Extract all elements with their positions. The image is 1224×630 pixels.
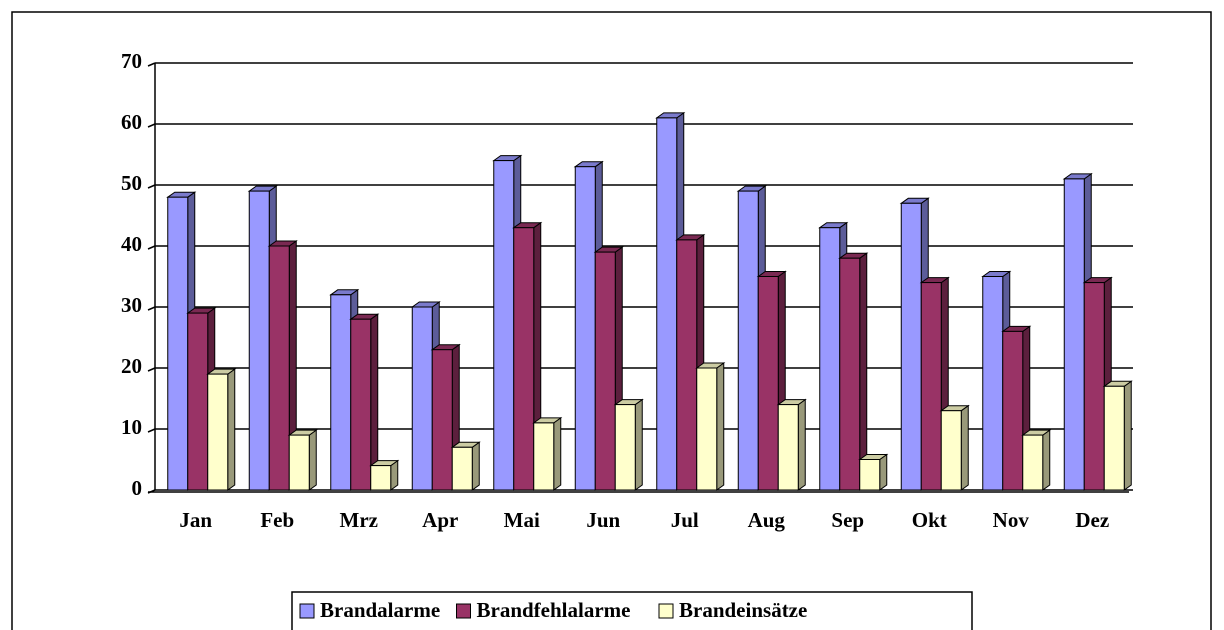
legend-label: Brandalarme <box>320 598 440 622</box>
bar-side <box>716 362 725 491</box>
bar <box>1083 282 1105 491</box>
y-tick <box>147 367 156 372</box>
bar <box>1022 434 1044 491</box>
legend-label: Brandeinsätze <box>679 598 807 622</box>
y-tick <box>147 245 156 250</box>
bar <box>819 227 841 491</box>
bar-side <box>1042 429 1051 491</box>
bar <box>594 251 616 491</box>
bar <box>676 239 698 491</box>
x-tick-label: Nov <box>993 508 1030 532</box>
x-tick-label: Dez <box>1075 508 1109 532</box>
bar-side <box>1123 380 1132 491</box>
x-tick-label: Jul <box>671 508 699 532</box>
legend-label: Brandfehlalarme <box>477 598 631 622</box>
bar <box>187 312 209 491</box>
bar <box>920 282 942 491</box>
x-tick-label: Aug <box>748 508 786 532</box>
legend-swatch <box>299 603 315 619</box>
x-tick-label: Feb <box>260 508 294 532</box>
bar-side <box>553 416 562 491</box>
bar <box>370 465 392 491</box>
y-tick-label: 10 <box>121 415 142 439</box>
bar <box>350 318 372 491</box>
bar <box>757 276 779 491</box>
bar-side <box>960 404 969 491</box>
legend-swatch <box>456 603 471 619</box>
y-tick-label: 60 <box>121 110 142 134</box>
bar <box>1063 178 1085 491</box>
bar <box>839 257 861 491</box>
y-tick-label: 20 <box>121 354 142 378</box>
y-tick <box>147 306 156 311</box>
bar <box>1002 330 1024 491</box>
bar <box>737 190 759 491</box>
bar <box>900 202 922 491</box>
bar <box>533 422 555 491</box>
bar <box>167 196 189 491</box>
x-tick-label: Okt <box>912 508 947 532</box>
bar <box>268 245 290 491</box>
y-tick-label: 50 <box>121 171 142 195</box>
bar <box>982 276 1004 491</box>
bar <box>493 160 515 491</box>
bar <box>513 227 535 491</box>
bar-side <box>471 441 480 491</box>
bar <box>696 367 718 491</box>
legend-swatch <box>658 603 674 619</box>
bar <box>451 446 473 491</box>
y-tick-label: 0 <box>132 476 143 500</box>
y-tick <box>147 123 156 128</box>
bar <box>431 349 453 491</box>
bar-side <box>227 368 236 491</box>
legend <box>291 591 973 630</box>
bar <box>859 459 881 491</box>
bar <box>614 404 636 491</box>
x-tick-label: Mrz <box>340 508 378 532</box>
bar <box>656 117 678 491</box>
x-tick-label: Apr <box>422 508 458 532</box>
bar <box>330 294 352 491</box>
y-tick <box>147 184 156 189</box>
bar-side <box>308 429 317 491</box>
bar <box>411 306 433 491</box>
y-tick-label: 70 <box>121 49 142 73</box>
bar-side <box>634 398 643 491</box>
bar <box>288 434 310 491</box>
x-tick-label: Jan <box>179 508 212 532</box>
bar <box>574 166 596 491</box>
x-tick-label: Jun <box>586 508 620 532</box>
y-tick-label: 30 <box>121 293 142 317</box>
bar <box>248 190 270 491</box>
y-tick-label: 40 <box>121 232 142 256</box>
bar-side <box>879 453 888 491</box>
bar-side <box>859 252 868 491</box>
x-tick-label: Mai <box>504 508 540 532</box>
bar <box>777 404 799 491</box>
x-tick-label: Sep <box>831 508 864 532</box>
y-tick <box>147 62 156 67</box>
bar <box>1103 385 1125 491</box>
bar <box>940 410 962 491</box>
bar <box>207 373 229 491</box>
bar-side <box>797 398 806 491</box>
y-tick <box>147 428 156 433</box>
